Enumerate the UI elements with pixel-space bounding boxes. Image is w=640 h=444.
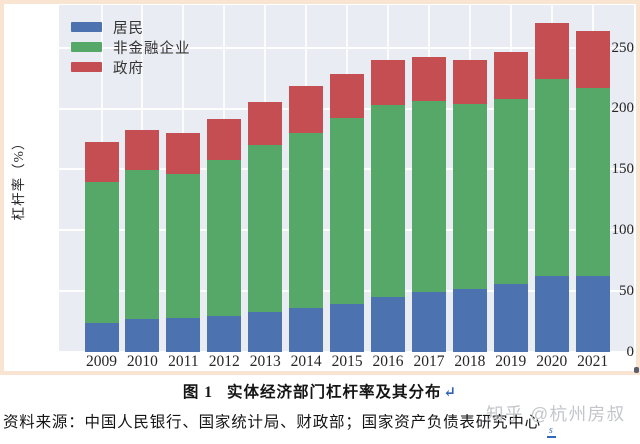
bar-segment-政府-2021 <box>575 30 610 88</box>
bar-segment-居民-2011 <box>166 318 201 352</box>
legend-label: 居民 <box>113 20 144 37</box>
watermark: 知乎 @杭州房叔 <box>486 404 626 424</box>
bar-segment-政府-2012 <box>207 118 242 160</box>
legend-label: 非金融企业 <box>113 40 191 57</box>
y-tick-150: 150 <box>611 161 635 178</box>
bar-segment-非金融企业-2019 <box>493 98 528 284</box>
bar-segment-居民-2019 <box>493 283 528 352</box>
bar-segment-非金融企业-2009 <box>84 182 119 323</box>
bar-segment-政府-2020 <box>534 23 569 79</box>
legend-swatch-icon <box>71 62 102 72</box>
bar-2019 <box>493 51 528 352</box>
line-break-mark: ↵ <box>443 385 458 401</box>
x-tick-2009: 2009 <box>86 353 117 370</box>
bar-segment-非金融企业-2016 <box>371 105 405 298</box>
bar-segment-政府-2009 <box>84 142 119 183</box>
bar-segment-政府-2017 <box>411 57 446 102</box>
bar-segment-非金融企业-2014 <box>289 132 324 309</box>
y-tick-50: 50 <box>619 283 634 300</box>
bar-segment-居民-2012 <box>207 315 242 352</box>
x-tick-2013: 2013 <box>249 353 281 370</box>
bar-segment-居民-2009 <box>84 322 119 352</box>
bar-segment-政府-2013 <box>248 101 283 146</box>
bar-2013 <box>248 101 283 352</box>
bar-segment-居民-2016 <box>371 297 405 352</box>
bar-segment-非金融企业-2011 <box>166 173 201 319</box>
x-tick-2010: 2010 <box>126 353 158 370</box>
bar-segment-居民-2020 <box>534 276 569 352</box>
y-axis-label: 杠杆率（%） <box>11 135 26 221</box>
bar-segment-非金融企业-2012 <box>207 159 242 316</box>
bar-segment-非金融企业-2013 <box>248 145 283 312</box>
x-tick-2017: 2017 <box>413 353 445 370</box>
bar-2015 <box>330 74 365 352</box>
legend-item-居民: 居民 <box>71 17 191 37</box>
x-tick-2021: 2021 <box>577 353 609 370</box>
bar-2020 <box>534 23 569 352</box>
bar-segment-非金融企业-2015 <box>330 118 365 305</box>
bar-segment-居民-2014 <box>289 308 324 352</box>
bar-2012 <box>207 118 242 352</box>
figure-title: 实体经济部门杠杆率及其分布 <box>227 384 442 401</box>
x-tick-2015: 2015 <box>331 353 363 370</box>
bar-segment-居民-2010 <box>125 318 160 352</box>
x-tick-2018: 2018 <box>454 353 486 370</box>
bar-segment-政府-2011 <box>166 133 201 174</box>
bar-segment-居民-2018 <box>452 288 487 352</box>
bar-segment-政府-2018 <box>452 59 487 104</box>
plot-area <box>59 5 634 352</box>
source-text: 中国人民银行、国家统计局、财政部；国家资产负债表研究中心 <box>84 414 541 431</box>
y-tick-0: 0 <box>626 344 635 360</box>
figure-number: 图 1 <box>182 384 214 401</box>
bar-2018 <box>452 59 487 352</box>
legend-item-政府: 政府 <box>71 57 191 77</box>
bar-2010 <box>125 129 160 352</box>
legend-label: 政府 <box>113 60 144 77</box>
chart-legend: 居民 非金融企业 政府 <box>71 17 191 77</box>
bar-segment-居民-2017 <box>411 292 446 352</box>
y-tick-250: 250 <box>611 39 635 56</box>
figure-caption: 图 1 实体经济部门杠杆率及其分布 ↵ <box>0 380 640 402</box>
source-prefix: 资料来源： <box>3 414 85 431</box>
bar-segment-政府-2015 <box>330 74 365 119</box>
legend-swatch-icon <box>71 22 102 32</box>
bar-2016 <box>371 60 405 352</box>
bar-2017 <box>411 57 446 352</box>
bar-segment-非金融企业-2020 <box>534 78 569 277</box>
bar-segment-非金融企业-2021 <box>575 87 610 277</box>
y-tick-100: 100 <box>611 222 635 239</box>
legend-swatch-icon <box>71 42 102 52</box>
x-tick-2016: 2016 <box>372 353 404 370</box>
x-tick-2019: 2019 <box>495 353 527 370</box>
x-tick-2012: 2012 <box>208 353 240 370</box>
bar-segment-非金融企业-2010 <box>125 169 160 319</box>
bar-2021 <box>575 30 610 352</box>
bar-segment-政府-2010 <box>125 129 160 170</box>
bar-2009 <box>84 142 119 352</box>
data-source-line: 资料来源：中国人民银行、国家统计局、财政部；国家资产负债表研究中心 s <box>3 410 640 438</box>
bar-segment-非金融企业-2017 <box>411 101 446 293</box>
x-tick-2011: 2011 <box>168 353 199 370</box>
x-tick-2020: 2020 <box>536 353 568 370</box>
x-tick-2014: 2014 <box>290 353 322 370</box>
bar-segment-居民-2015 <box>330 304 365 352</box>
edit-annotation-mark: s <box>546 425 556 438</box>
bar-segment-政府-2014 <box>289 86 324 133</box>
bar-segment-非金融企业-2018 <box>452 104 487 289</box>
bar-segment-居民-2013 <box>248 311 283 352</box>
y-tick-200: 200 <box>611 100 635 117</box>
bar-2014 <box>289 86 324 352</box>
bar-2011 <box>166 133 201 352</box>
figure-1-chart: 0 50 100 150 200 250 2009 2010 2011 2012 2013 2014… <box>0 0 640 375</box>
image-handle-mark <box>634 367 639 373</box>
legend-item-非金融企业: 非金融企业 <box>71 37 191 57</box>
bar-segment-居民-2021 <box>575 276 610 352</box>
bar-segment-政府-2019 <box>493 51 528 99</box>
bar-segment-政府-2016 <box>371 60 405 106</box>
